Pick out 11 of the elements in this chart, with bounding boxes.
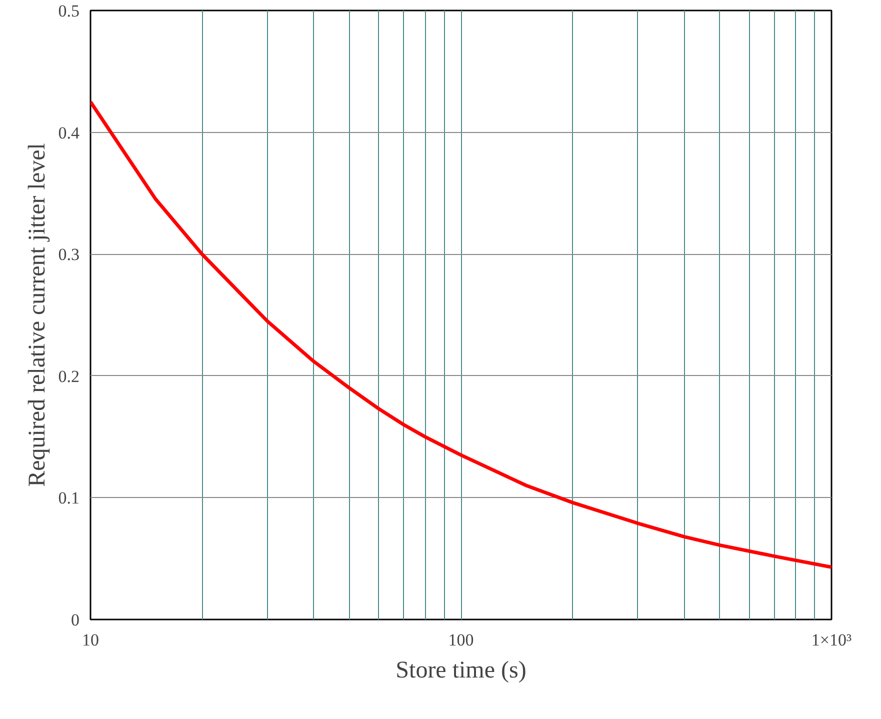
y-tick-label: 0.1	[58, 488, 80, 508]
y-tick-label: 0.4	[58, 123, 80, 142]
y-tick-label: 0.2	[58, 366, 80, 386]
x-tick-label: 10	[82, 630, 99, 650]
y-axis-title: Required relative current jitter level	[24, 142, 50, 487]
y-tick-label: 0	[71, 610, 80, 630]
x-tick-label: 1×10³	[811, 630, 852, 650]
y-tick-label: 0.5	[58, 2, 80, 20]
y-tick-label: 0.3	[58, 245, 80, 264]
x-tick-label: 100	[448, 630, 474, 650]
x-axis-title: Store time (s)	[396, 658, 526, 684]
